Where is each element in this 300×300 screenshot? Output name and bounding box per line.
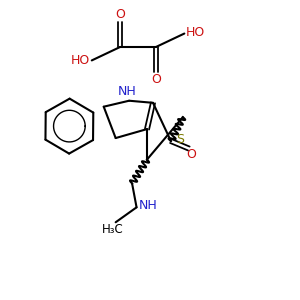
Text: HO: HO bbox=[186, 26, 205, 39]
Text: NH: NH bbox=[139, 199, 158, 212]
Text: HO: HO bbox=[71, 54, 90, 67]
Text: H₃C: H₃C bbox=[102, 223, 124, 236]
Text: S: S bbox=[176, 133, 184, 146]
Text: O: O bbox=[115, 8, 125, 21]
Text: O: O bbox=[186, 148, 196, 161]
Text: NH: NH bbox=[117, 85, 136, 98]
Text: O: O bbox=[151, 73, 161, 86]
